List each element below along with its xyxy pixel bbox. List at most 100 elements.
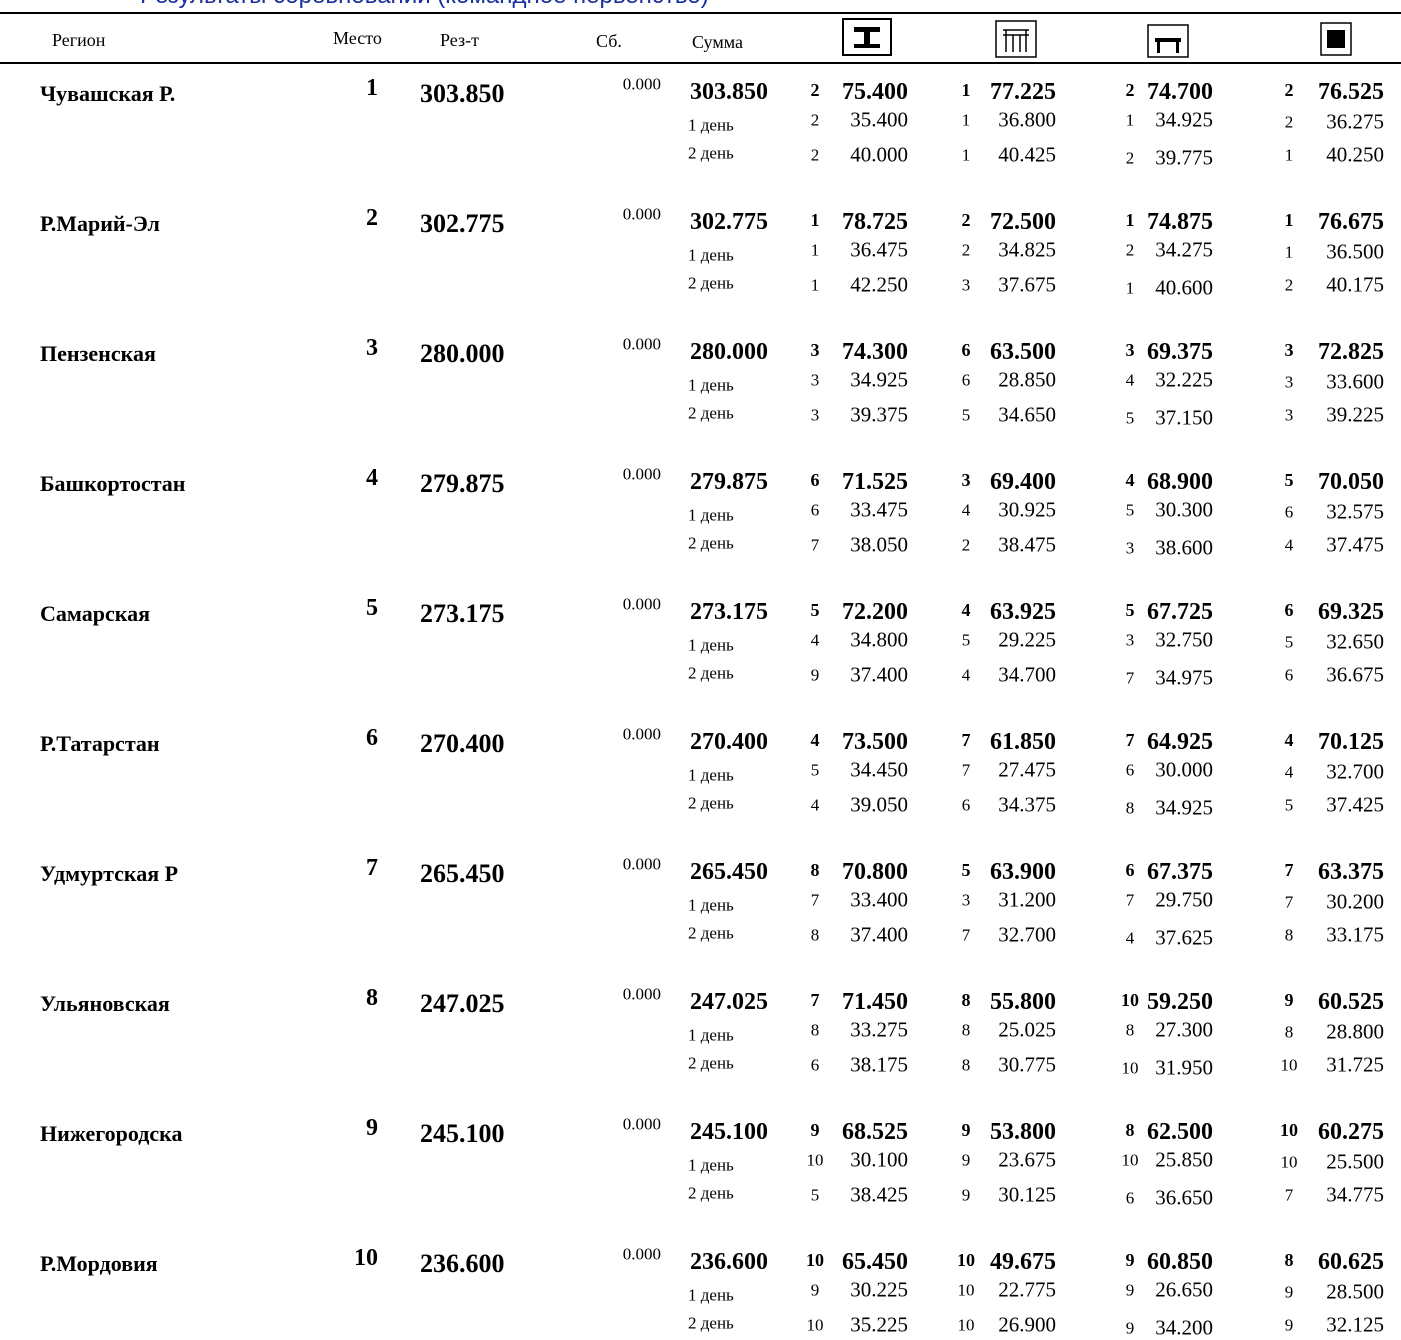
region: Р.Мордовия xyxy=(40,1251,158,1276)
day-rank: 2 xyxy=(1284,275,1294,295)
score: 70.800 xyxy=(842,859,908,885)
day-score: 37.675 xyxy=(998,272,1056,297)
day-score: 32.750 xyxy=(1155,627,1213,652)
day-score: 37.425 xyxy=(1326,792,1384,817)
place: 4 xyxy=(366,465,378,491)
region: Чувашская Р. xyxy=(40,81,176,106)
rank: 9 xyxy=(810,1120,820,1140)
rank: 4 xyxy=(961,600,971,620)
day-score: 40.000 xyxy=(850,142,908,167)
sb: 0.000 xyxy=(622,724,661,744)
day-score: 26.650 xyxy=(1155,1277,1213,1302)
day-rank: 1 xyxy=(1284,145,1294,165)
score: 55.800 xyxy=(990,989,1056,1015)
score: 74.700 xyxy=(1147,79,1213,105)
header-rule xyxy=(0,62,1401,64)
day-score: 37.150 xyxy=(1155,405,1213,430)
region: Самарская xyxy=(40,601,150,626)
sum: 270.400 xyxy=(690,729,768,755)
day-rank: 9 xyxy=(1125,1280,1135,1300)
result: 247.025 xyxy=(420,989,505,1018)
day-score: 26.900 xyxy=(998,1312,1056,1337)
day-score: 36.500 xyxy=(1326,239,1384,264)
day-score: 34.200 xyxy=(1155,1315,1213,1340)
day-rank: 7 xyxy=(1284,1185,1294,1205)
day-score: 39.050 xyxy=(850,792,908,817)
sum: 265.450 xyxy=(690,859,768,885)
result: 303.850 xyxy=(420,79,505,108)
day-rank: 1 xyxy=(810,275,820,295)
day-rank: 8 xyxy=(1125,1020,1135,1040)
day-score: 34.775 xyxy=(1326,1182,1384,1207)
score: 49.675 xyxy=(990,1249,1056,1275)
day-score: 39.225 xyxy=(1326,402,1384,427)
sum: 247.025 xyxy=(690,989,768,1015)
rank: 4 xyxy=(1125,470,1135,490)
sum: 245.100 xyxy=(690,1119,768,1145)
day-label: 1 день xyxy=(688,375,734,395)
day-label: 2 день xyxy=(688,1053,734,1073)
col-header: Место xyxy=(333,28,382,48)
rank: 5 xyxy=(810,600,820,620)
day-score: 32.225 xyxy=(1155,367,1213,392)
day-rank: 6 xyxy=(1125,1188,1135,1208)
day-rank: 6 xyxy=(961,795,971,815)
result: 280.000 xyxy=(420,339,505,368)
day-score: 40.250 xyxy=(1326,142,1384,167)
day-rank: 7 xyxy=(810,535,820,555)
day-score: 33.175 xyxy=(1326,922,1384,947)
rank: 1 xyxy=(1284,210,1294,230)
day-rank: 10 xyxy=(806,1150,824,1170)
score: 63.375 xyxy=(1318,859,1384,885)
rank: 2 xyxy=(1125,80,1135,100)
day-score: 36.675 xyxy=(1326,662,1384,687)
col-header: Регион xyxy=(52,30,106,50)
score: 78.725 xyxy=(842,209,908,235)
day-rank: 4 xyxy=(1284,762,1294,782)
place: 7 xyxy=(366,855,378,881)
day-score: 38.425 xyxy=(850,1182,908,1207)
day-rank: 8 xyxy=(810,1020,820,1040)
day-score: 34.825 xyxy=(998,237,1056,262)
day-rank: 1 xyxy=(1125,110,1135,130)
day-rank: 9 xyxy=(1125,1318,1135,1338)
day-score: 34.650 xyxy=(998,402,1056,427)
day-rank: 9 xyxy=(1284,1282,1294,1302)
day-score: 37.400 xyxy=(850,922,908,947)
sb: 0.000 xyxy=(622,74,661,94)
day-rank: 1 xyxy=(961,145,971,165)
day-score: 38.600 xyxy=(1155,535,1213,560)
day-score: 23.675 xyxy=(998,1147,1056,1172)
score: 76.525 xyxy=(1318,79,1384,105)
rank: 1 xyxy=(1125,210,1135,230)
day-rank: 3 xyxy=(1125,630,1135,650)
top-rule xyxy=(0,12,1401,14)
day-score: 40.600 xyxy=(1155,275,1213,300)
rank: 4 xyxy=(810,730,820,750)
day-rank: 7 xyxy=(1125,668,1135,688)
rank: 10 xyxy=(1280,1120,1298,1140)
day-rank: 2 xyxy=(810,145,820,165)
score: 63.925 xyxy=(990,599,1056,625)
day-label: 2 день xyxy=(688,143,734,163)
score: 74.300 xyxy=(842,339,908,365)
day-score: 34.975 xyxy=(1155,665,1213,690)
rank: 10 xyxy=(957,1250,975,1270)
rank: 3 xyxy=(1125,340,1135,360)
rank: 8 xyxy=(810,860,820,880)
day-rank: 6 xyxy=(810,1055,820,1075)
rank: 2 xyxy=(1284,80,1294,100)
day-score: 34.450 xyxy=(850,757,908,782)
apparatus-icon xyxy=(842,18,892,56)
day-rank: 3 xyxy=(1284,372,1294,392)
day-score: 34.925 xyxy=(1155,107,1213,132)
day-score: 28.800 xyxy=(1326,1019,1384,1044)
day-score: 33.400 xyxy=(850,887,908,912)
day-rank: 5 xyxy=(810,1185,820,1205)
day-score: 36.475 xyxy=(850,237,908,262)
day-score: 36.800 xyxy=(998,107,1056,132)
day-rank: 8 xyxy=(961,1020,971,1040)
day-rank: 10 xyxy=(957,1315,975,1335)
day-rank: 5 xyxy=(810,760,820,780)
day-score: 32.125 xyxy=(1326,1312,1384,1337)
